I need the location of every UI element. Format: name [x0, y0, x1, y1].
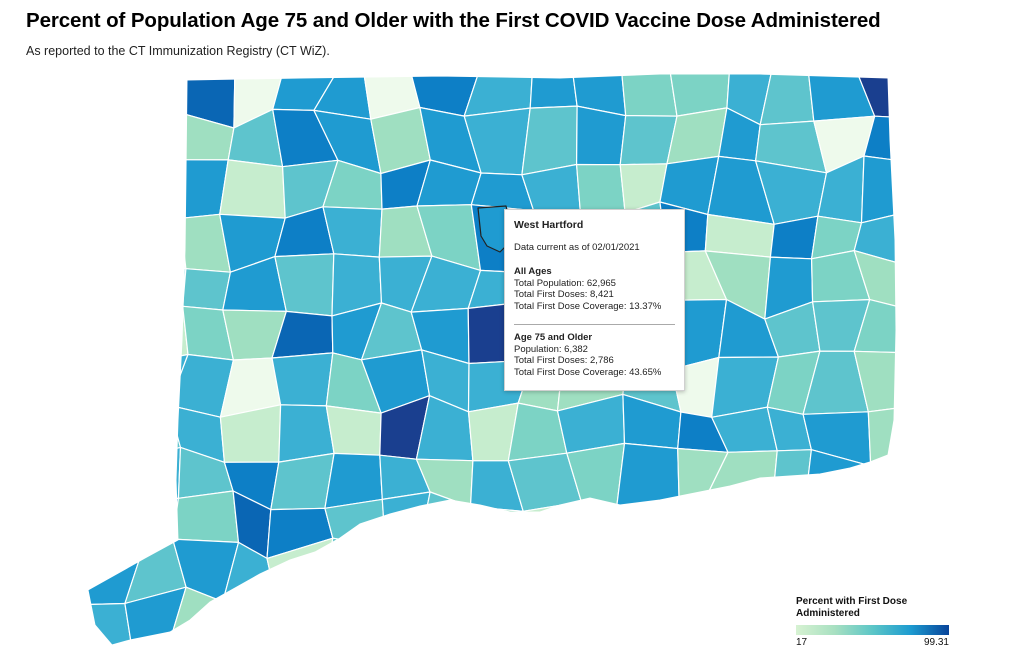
town-polygon[interactable] — [776, 538, 827, 597]
page-title: Percent of Population Age 75 and Older w… — [26, 9, 881, 32]
town-polygon[interactable] — [117, 202, 187, 270]
town-polygon[interactable] — [80, 165, 129, 213]
town-polygon[interactable] — [371, 599, 421, 646]
town-polygon[interactable] — [517, 554, 567, 596]
town-polygon[interactable] — [615, 442, 680, 509]
town-polygon[interactable] — [853, 350, 913, 413]
town-polygon[interactable] — [271, 352, 334, 407]
legend-title: Percent with First Dose Administered — [796, 596, 908, 619]
town-polygon[interactable] — [771, 494, 827, 549]
town-polygon[interactable] — [80, 202, 135, 256]
tooltip-age75-doses: Total First Doses: 2,786 — [514, 355, 614, 366]
town-polygon[interactable] — [80, 359, 129, 419]
town-polygon[interactable] — [678, 538, 723, 603]
legend-ticks: 17 99.31 — [796, 637, 949, 649]
state-outline — [87, 73, 897, 646]
town-polygon[interactable] — [80, 250, 135, 322]
town-polygon[interactable] — [867, 405, 913, 467]
town-polygon[interactable] — [270, 452, 335, 511]
town-polygon[interactable] — [169, 159, 229, 219]
town-polygon[interactable] — [222, 601, 279, 646]
town-polygon[interactable] — [870, 494, 913, 559]
legend-min-label: 17 — [796, 637, 808, 648]
town-polygon[interactable] — [219, 159, 286, 219]
town-polygon[interactable] — [771, 449, 813, 508]
town-polygon[interactable] — [863, 115, 913, 164]
town-polygons[interactable] — [80, 70, 913, 646]
tooltip-data-date: Data current as of 02/01/2021 — [514, 241, 640, 253]
town-polygon[interactable] — [267, 606, 332, 646]
tooltip-all-ages-doses: Total First Doses: 8,421 — [514, 289, 614, 300]
town-polygon[interactable] — [620, 70, 678, 117]
town-polygon[interactable] — [458, 554, 526, 608]
town-polygon[interactable] — [810, 547, 873, 599]
town-polygon[interactable] — [860, 155, 914, 224]
town-polygon[interactable] — [619, 593, 681, 646]
town-polygon[interactable] — [80, 394, 129, 463]
town-polygon[interactable] — [324, 452, 383, 509]
town-polygon[interactable] — [529, 70, 578, 109]
town-polygon[interactable] — [80, 602, 133, 647]
town-polygon[interactable] — [416, 555, 485, 608]
town-polygon[interactable] — [321, 599, 382, 646]
town-polygon[interactable] — [80, 70, 127, 127]
town-polygon[interactable] — [575, 163, 626, 214]
town-polygon[interactable] — [125, 305, 189, 367]
town-polygon[interactable] — [371, 546, 420, 602]
town-polygon[interactable] — [853, 299, 913, 354]
tooltip-divider — [514, 324, 675, 325]
town-polygon[interactable] — [669, 600, 731, 646]
town-polygon[interactable] — [517, 501, 583, 557]
town-polygon[interactable] — [458, 506, 524, 561]
town-polygon[interactable] — [707, 538, 780, 602]
town-polygon[interactable] — [381, 491, 431, 557]
town-polygon[interactable] — [521, 105, 578, 176]
town-polygon[interactable] — [565, 593, 626, 646]
town-polygon[interactable] — [610, 540, 681, 603]
tooltip-all-ages-population: Total Population: 62,965 — [514, 277, 616, 289]
town-polygon[interactable] — [278, 404, 335, 463]
town-polygon[interactable] — [678, 490, 723, 555]
town-polygon[interactable] — [80, 502, 141, 560]
town-polygon[interactable] — [126, 254, 187, 322]
town-polygon[interactable] — [80, 108, 129, 168]
town-polygon[interactable] — [80, 309, 129, 367]
town-polygon[interactable] — [558, 540, 621, 596]
town-polygon[interactable] — [321, 537, 386, 609]
town-polygon[interactable] — [119, 70, 184, 114]
legend-max-label: 99.31 — [923, 637, 949, 648]
town-polygon[interactable] — [558, 501, 618, 556]
town-polygon[interactable] — [707, 586, 778, 646]
town-polygon[interactable] — [120, 404, 182, 463]
town-polygon[interactable] — [855, 70, 913, 119]
legend-color-scale — [796, 625, 949, 635]
town-polygon[interactable] — [610, 499, 680, 555]
town-polygon[interactable] — [119, 108, 181, 167]
town-polygon[interactable] — [325, 405, 382, 456]
tooltip-all-ages-heading: All Ages — [514, 266, 552, 277]
tooltip-all-ages-coverage: Total First Dose Coverage: 13.37% — [514, 300, 662, 312]
tooltip-age75-heading: Age 75 and Older — [514, 332, 593, 343]
town-polygon[interactable] — [805, 494, 878, 553]
town-polygon[interactable] — [418, 600, 485, 646]
town-polygon[interactable] — [459, 590, 526, 646]
town-polygon[interactable] — [117, 159, 181, 219]
tooltip-age75-population: Population: 6,382 — [514, 343, 588, 355]
town-polygon[interactable] — [853, 250, 913, 311]
town-polygon[interactable] — [708, 490, 780, 541]
page-subtitle: As reported to the CT Immunization Regis… — [26, 44, 330, 58]
tooltip-age75-coverage: Total First Dose Coverage: 43.65% — [514, 366, 662, 378]
town-polygon[interactable] — [182, 268, 231, 311]
tooltip-town-name: West Hartford — [514, 219, 584, 231]
town-tooltip: West Hartford Data current as of 02/01/2… — [504, 209, 685, 391]
town-polygon[interactable] — [575, 105, 627, 166]
town-polygon[interactable] — [120, 446, 182, 504]
town-polygon[interactable] — [513, 590, 576, 646]
town-west-hartford[interactable] — [477, 205, 509, 253]
town-polygon[interactable] — [80, 456, 127, 512]
color-legend: Percent with First Dose Administered 17 … — [796, 596, 949, 649]
town-polygon[interactable] — [172, 490, 240, 544]
